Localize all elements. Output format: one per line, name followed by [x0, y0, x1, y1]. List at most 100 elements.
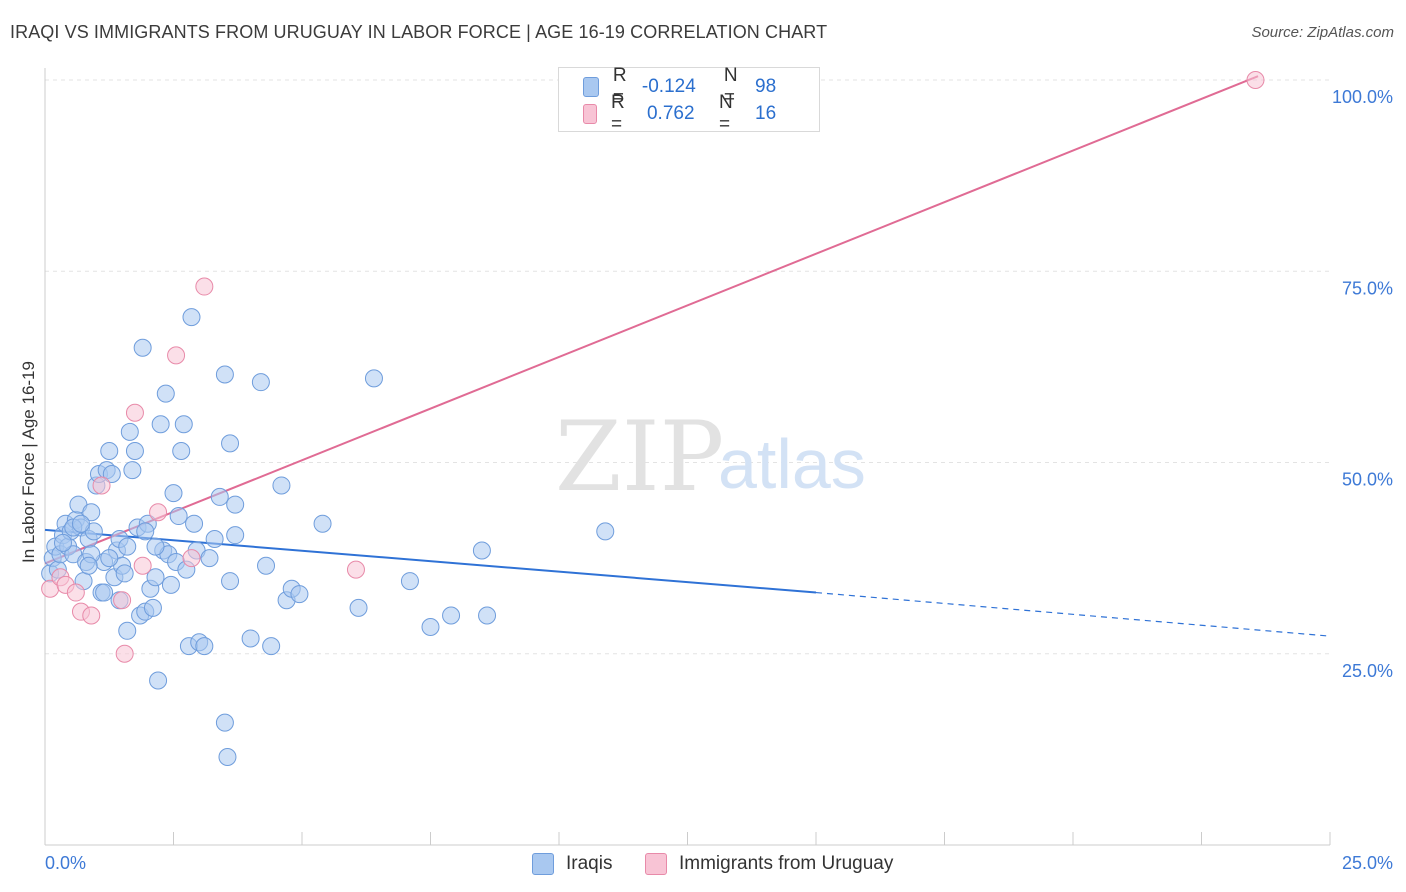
iraqis-point: [79, 556, 98, 575]
iraqis-point: [115, 564, 134, 583]
iraqis-point: [210, 487, 229, 506]
watermark-zip: ZIP: [555, 401, 724, 513]
iraqis-point: [226, 526, 245, 545]
iraqis-point: [149, 671, 168, 690]
iraqis-point: [53, 533, 72, 552]
gridlines: [45, 79, 1330, 655]
iraqis-point: [118, 537, 137, 556]
iraqis-point: [290, 585, 309, 604]
n-label: N =: [718, 92, 733, 135]
r-label: R =: [612, 65, 627, 108]
iraqis-point: [349, 598, 368, 617]
uruguay-trend-line: [44, 75, 1259, 565]
iraqis-point: [478, 606, 497, 625]
iraqis-point: [95, 583, 114, 602]
iraqis-point: [257, 556, 276, 575]
tick-labels: 25.0% 50.0% 75.0% 100.0% 0.0% 25.0% In Labor F…: [19, 87, 1393, 873]
r-value: -0.124: [641, 76, 696, 97]
legend-item-uruguay: Immigrants from Uruguay: [645, 851, 893, 877]
watermark: ZIP atlas: [555, 401, 866, 513]
iraqis-point: [472, 541, 491, 560]
r-label: R =: [610, 92, 625, 135]
stats-legend-row-iraqis: R = -0.124 N = 98: [583, 65, 819, 108]
axes: [44, 68, 1331, 846]
uruguay-point: [182, 549, 201, 568]
uruguay-point: [66, 583, 85, 602]
iraqis-point: [364, 369, 383, 388]
n-value: 16: [755, 103, 777, 124]
y-tick-label: 50.0%: [1342, 470, 1393, 490]
iraqis-point: [200, 549, 219, 568]
iraqis-point: [205, 530, 224, 548]
uruguay-point: [133, 556, 152, 575]
iraqis-point: [146, 568, 165, 587]
iraqis-point: [133, 338, 152, 357]
iraqis-point: [442, 606, 461, 625]
iraqis-point: [221, 434, 240, 453]
iraqis-point: [71, 514, 90, 533]
iraqis-trend-line: [44, 528, 817, 594]
r-value: 0.762: [646, 103, 695, 124]
iraqis-point: [400, 572, 419, 591]
iraqis-point: [136, 522, 155, 541]
iraqis-point: [123, 461, 142, 480]
legend-item-iraqis: Iraqis: [532, 851, 612, 877]
x-tick-label: 0.0%: [45, 853, 86, 873]
iraqis-point: [156, 384, 175, 403]
data-points: [41, 71, 1265, 767]
uruguay-point: [167, 346, 186, 365]
iraqis-point: [195, 637, 214, 656]
uruguay-point: [1246, 71, 1265, 89]
iraqis-point: [151, 415, 170, 434]
uruguay-legend-swatch: [645, 853, 667, 875]
source-label: Source: ZipAtlas.com: [1251, 24, 1394, 41]
uruguay-point: [125, 403, 144, 422]
iraqis-point: [185, 514, 204, 533]
iraqis-point: [102, 464, 121, 483]
uruguay-point: [195, 277, 214, 296]
iraqis-point: [161, 575, 180, 594]
iraqis-point: [226, 495, 245, 514]
iraqis-point: [272, 476, 291, 495]
trend-lines: [44, 75, 1331, 637]
iraqis-point: [169, 507, 188, 526]
n-label: N =: [723, 65, 738, 108]
iraqis-point: [120, 422, 139, 441]
uruguay-point: [346, 560, 365, 579]
iraqis-legend-swatch: [532, 853, 554, 875]
iraqis-point: [221, 572, 240, 591]
iraqis-point: [82, 503, 101, 522]
uruguay-point: [149, 503, 168, 522]
n-value: 98: [755, 76, 777, 97]
stats-legend: R = -0.124 N = 98 R = 0.762 N = 16: [558, 65, 820, 135]
iraqis-point: [164, 484, 183, 503]
y-tick-label: 100.0%: [1332, 87, 1393, 107]
iraqis-point: [262, 637, 281, 656]
iraqis-point: [241, 629, 260, 648]
iraqis-point: [215, 365, 234, 384]
iraqis-point: [218, 748, 237, 767]
uruguay-point: [113, 591, 132, 610]
chart-title: IRAQI VS IMMIGRANTS FROM URUGUAY IN LABO…: [10, 22, 828, 42]
iraqis-point: [172, 442, 191, 461]
iraqis-point: [182, 308, 201, 327]
iraqis-point: [313, 514, 332, 533]
stats-legend-row-uruguay: R = 0.762 N = 16: [583, 92, 819, 135]
legend-label-iraqis: Iraqis: [566, 853, 613, 874]
iraqis-trend-extension: [815, 591, 1331, 637]
legend-label-uruguay: Immigrants from Uruguay: [679, 853, 894, 874]
iraqis-point: [118, 621, 137, 640]
iraqis-point: [215, 713, 234, 732]
y-tick-label: 75.0%: [1342, 278, 1393, 298]
iraqis-point: [143, 598, 162, 617]
x-tick-label: 25.0%: [1342, 853, 1393, 873]
y-tick-label: 25.0%: [1342, 661, 1393, 681]
uruguay-point: [115, 644, 134, 663]
uruguay-swatch: [583, 104, 597, 124]
uruguay-point: [92, 476, 111, 495]
iraqis-point: [251, 373, 270, 392]
y-axis-title: In Labor Force | Age 16-19: [19, 361, 38, 563]
iraqis-point: [421, 617, 440, 636]
iraqis-point: [596, 522, 615, 541]
